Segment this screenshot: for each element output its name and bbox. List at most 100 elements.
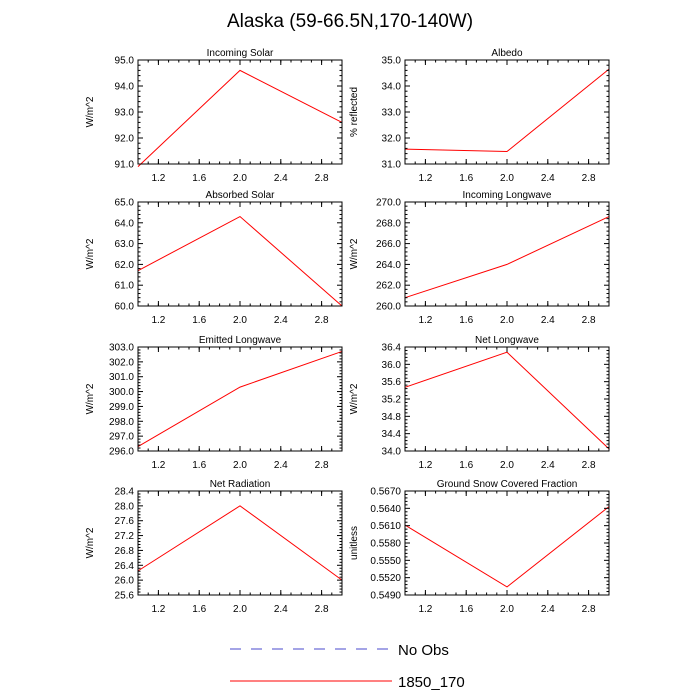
panel-title: Incoming Longwave [463,190,552,201]
y-tick-label: 270.0 [376,198,401,209]
y-tick-label: 36.4 [382,343,402,354]
x-tick-label: 2.4 [541,604,555,615]
x-tick-label: 2.8 [582,460,596,471]
series-line-1850-170 [137,350,343,447]
y-tick-label: 25.6 [115,591,135,602]
y-tick-label: 262.0 [376,281,401,292]
plot-frame [404,490,610,596]
x-tick-label: 1.2 [418,315,432,326]
panel-title: Albedo [491,48,523,59]
series-line-1850-170 [137,505,343,581]
y-tick-label: 63.0 [115,239,135,250]
panel-incoming-solar: Incoming Solar 1.2 1.6 2.0 2.4 2.8 91.0 92.0 93.… [85,48,343,184]
y-tick-label: 299.0 [109,402,134,413]
x-tick-label: 2.0 [500,173,514,184]
y-tick-label: 35.0 [382,56,402,67]
y-tick-label: 92.0 [115,134,135,145]
legend-label-no-obs: No Obs [398,642,449,659]
plot-frame [404,59,610,165]
y-tick-label: 35.6 [382,377,402,388]
y-tick-label: 27.2 [115,531,135,542]
y-tick-label: 296.0 [109,447,134,458]
y-tick-label: 34.8 [382,412,402,423]
x-tick-label: 2.8 [582,604,596,615]
x-tick-label: 2.4 [274,173,288,184]
y-axis-label: W/m^2 [85,238,96,269]
y-tick-label: 300.0 [109,387,134,398]
x-tick-label: 2.0 [233,315,247,326]
y-tick-label: 0.5610 [370,521,401,532]
y-tick-label: 93.0 [115,108,135,119]
y-tick-label: 303.0 [109,343,134,354]
panel-absorbed-solar: Absorbed Solar 1.2 1.6 2.0 2.4 2.8 60.0 61.0 62.… [85,190,343,326]
x-tick-label: 1.2 [151,315,165,326]
y-tick-label: 26.4 [115,561,135,572]
y-tick-label: 35.2 [382,395,402,406]
y-tick-label: 27.6 [115,516,135,527]
x-tick-label: 2.8 [582,173,596,184]
y-tick-label: 0.5490 [370,591,401,602]
x-tick-label: 1.2 [418,604,432,615]
panel-ground-snow-covered-fraction: Ground Snow Covered Fraction 1.2 1.6 2.0 2.4… [349,479,610,615]
panel-emitted-longwave: Emitted Longwave 1.2 1.6 2.0 2.4 2.8 296.0 297.… [85,335,343,471]
x-tick-label: 2.0 [500,315,514,326]
x-tick-label: 2.4 [274,604,288,615]
panel-albedo: Albedo 1.2 1.6 2.0 2.4 2.8 31.0 32.0 33.0 34.0 35.… [349,48,610,184]
x-tick-label: 2.4 [541,460,555,471]
y-axis-label: unitless [349,526,360,560]
plot-frame [404,201,610,307]
x-tick-label: 1.6 [192,604,206,615]
panel-title: Net Radiation [210,479,271,490]
panel-net-longwave: Net Longwave 1.2 1.6 2.0 2.4 2.8 34.0 34.4 34.8 3… [349,335,610,471]
y-tick-label: 297.0 [109,432,134,443]
y-tick-label: 32.0 [382,134,402,145]
series-line-1850-170 [137,215,343,307]
y-tick-label: 26.0 [115,576,135,587]
x-tick-label: 2.0 [500,460,514,471]
y-tick-label: 260.0 [376,302,401,313]
x-tick-label: 2.8 [315,460,329,471]
figure-title: Alaska (59-66.5N,170-140W) [227,11,473,32]
y-tick-label: 298.0 [109,417,134,428]
y-tick-label: 61.0 [115,281,135,292]
plot-frame [137,59,343,165]
y-tick-label: 302.0 [109,357,134,368]
y-tick-label: 0.5580 [370,539,401,550]
x-tick-label: 2.0 [233,173,247,184]
x-tick-label: 2.8 [582,315,596,326]
x-tick-label: 2.8 [315,604,329,615]
x-tick-label: 2.0 [500,604,514,615]
x-tick-label: 1.2 [418,173,432,184]
y-tick-label: 62.0 [115,260,135,271]
y-axis-label: W/m^2 [349,383,360,414]
panel-title: Ground Snow Covered Fraction [437,479,578,490]
panels: Incoming Solar 1.2 1.6 2.0 2.4 2.8 91.0 92.0 93.… [85,48,610,615]
panel-title: Incoming Solar [207,48,274,59]
y-tick-label: 36.0 [382,360,402,371]
y-tick-label: 34.0 [382,447,402,458]
x-tick-label: 2.8 [315,315,329,326]
x-tick-label: 1.6 [192,315,206,326]
series-line-1850-170 [404,351,610,450]
y-tick-label: 34.0 [382,82,402,93]
y-axis-label: W/m^2 [85,96,96,127]
y-tick-label: 264.0 [376,260,401,271]
x-tick-label: 1.6 [192,173,206,184]
y-axis-label: W/m^2 [85,527,96,558]
x-tick-label: 2.0 [233,604,247,615]
y-tick-label: 31.0 [382,160,402,171]
y-tick-label: 60.0 [115,302,135,313]
y-tick-label: 301.0 [109,372,134,383]
y-tick-label: 26.8 [115,546,135,557]
x-tick-label: 1.6 [459,173,473,184]
x-tick-label: 1.6 [459,460,473,471]
x-tick-label: 1.2 [151,604,165,615]
y-axis-label: W/m^2 [85,383,96,414]
panel-title: Net Longwave [475,335,539,346]
x-tick-label: 2.4 [274,460,288,471]
x-tick-label: 1.2 [151,173,165,184]
plot-frame [404,346,610,452]
panel-net-radiation: Net Radiation 1.2 1.6 2.0 2.4 2.8 25.6 26.0 26.4… [85,479,343,615]
series-line-1850-170 [404,506,610,588]
x-tick-label: 1.6 [459,315,473,326]
